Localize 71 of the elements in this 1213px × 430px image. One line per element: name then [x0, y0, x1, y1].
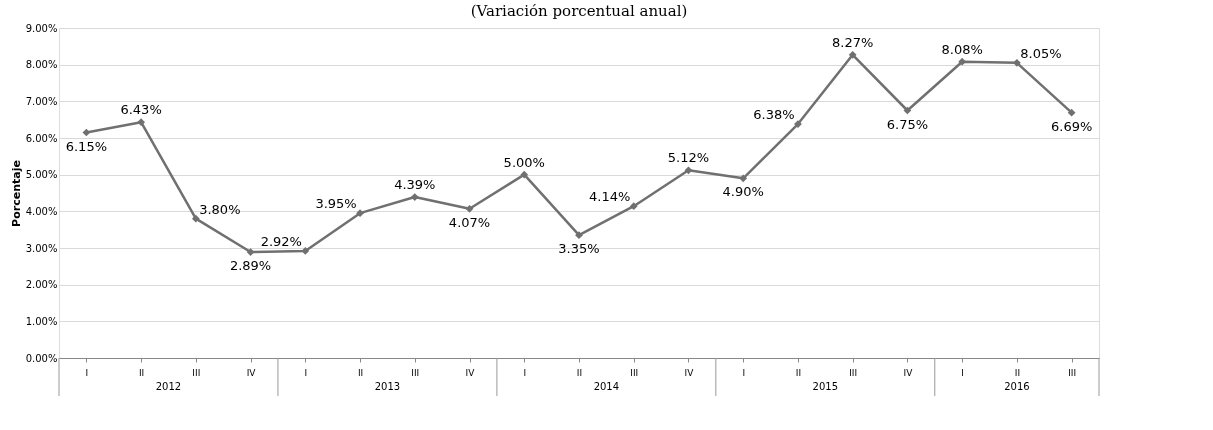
x-tick-label: II	[1014, 367, 1021, 378]
y-tick-label: 9.00%	[25, 22, 58, 34]
data-label: 2.89%	[229, 258, 272, 274]
data-label: 2.92%	[260, 233, 302, 249]
data-label: 8.27%	[832, 34, 874, 50]
point	[465, 204, 474, 213]
point	[1013, 58, 1021, 67]
data-label: 6.69%	[1050, 118, 1093, 134]
data-label: 8.08%	[941, 41, 983, 57]
data-label: 6.38%	[753, 107, 795, 123]
point	[520, 170, 529, 179]
point	[137, 118, 145, 127]
text: 2014	[593, 381, 620, 392]
x-tick-label: II	[138, 367, 145, 378]
x-tick-label: I	[523, 367, 527, 378]
chart-title: (Variación porcentual anual)	[470, 2, 688, 20]
point	[301, 247, 310, 255]
text: 2015	[812, 381, 839, 392]
point	[848, 50, 857, 59]
x-tick-label: IV	[684, 367, 695, 378]
x-tick-label: I	[85, 367, 89, 378]
data-label: 6.15%	[65, 138, 108, 154]
point	[739, 174, 748, 183]
x-tick-label: II	[576, 367, 583, 378]
y-tick-label: 3.00%	[25, 242, 58, 254]
data-label: 4.39%	[394, 177, 436, 193]
y-tick-label: 0.00%	[25, 352, 58, 364]
data-label: 3.80%	[199, 201, 241, 217]
data-label: 4.14%	[589, 189, 631, 205]
point	[191, 214, 200, 223]
x-tick-label: III	[849, 367, 858, 378]
data-label: 4.07%	[448, 214, 491, 230]
point	[684, 166, 693, 175]
y-tick-label: 2.00%	[25, 279, 58, 291]
x-tick-label: II	[357, 367, 364, 378]
y-tick-label: 8.00%	[25, 59, 58, 71]
data-label: 6.43%	[120, 102, 162, 118]
x-tick-label: III	[630, 367, 639, 378]
y-tick-label: 4.00%	[25, 205, 58, 217]
y-axis-title: Porcentaje	[9, 160, 23, 227]
x-tick-label: IV	[465, 367, 476, 378]
data-label: 5.12%	[667, 150, 710, 166]
x-tick-label: IV	[246, 367, 257, 378]
text: 2013	[374, 381, 401, 392]
point	[82, 128, 91, 137]
x-tick-label: I	[304, 367, 308, 378]
data-label: 3.35%	[558, 241, 600, 257]
point	[410, 193, 419, 201]
y-tick-label: 6.00%	[25, 132, 58, 144]
point	[629, 202, 638, 211]
y-tick-label: 7.00%	[25, 95, 58, 107]
x-tick-label: III	[1068, 367, 1077, 378]
point	[356, 209, 364, 218]
x-tick-label: I	[961, 367, 964, 378]
text: 2016	[1004, 381, 1030, 392]
point	[1067, 108, 1076, 117]
point	[575, 231, 583, 240]
data-label: 3.95%	[315, 196, 357, 212]
x-tick-label: III	[411, 367, 420, 378]
x-tick-label: I	[742, 367, 746, 378]
x-tick-label: II	[795, 367, 802, 378]
x-tick-label: IV	[903, 367, 914, 378]
x-tick-label: III	[192, 367, 201, 378]
data-label: 4.90%	[722, 184, 764, 200]
y-tick-label: 1.00%	[25, 315, 58, 327]
text: 2012	[155, 381, 182, 392]
data-label: 6.75%	[886, 116, 929, 132]
y-tick-label: 5.00%	[25, 169, 58, 181]
data-label: 8.05%	[1020, 45, 1062, 61]
point	[246, 248, 255, 256]
data-label: 5.00%	[503, 154, 545, 170]
